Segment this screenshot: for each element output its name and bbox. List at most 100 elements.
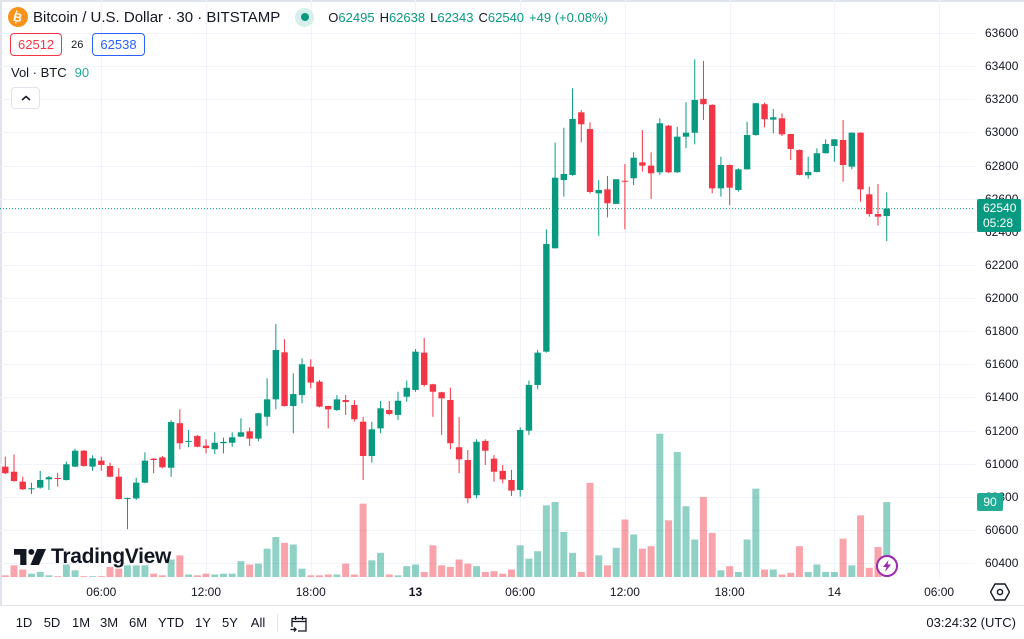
volume-bar — [298, 568, 306, 577]
ohlc-values: O 62495 H 62638 L 62343 C 62540 +49 (+0.… — [328, 10, 608, 25]
candle — [316, 379, 323, 408]
grid — [0, 0, 975, 578]
volume-bar — [350, 574, 358, 577]
price-axis-label: 62200 — [985, 257, 1019, 272]
time-axis-label: 18:00 — [295, 585, 326, 599]
volume-bar — [403, 566, 411, 577]
volume-bar — [455, 559, 463, 577]
volume-indicator-legend[interactable]: Vol · BTC 90 — [11, 64, 89, 80]
volume-bar — [560, 532, 568, 577]
collapse-legend-button[interactable] — [11, 87, 40, 109]
close-value: 62540 — [487, 9, 525, 25]
time-axis-label: 14 — [827, 585, 842, 599]
candle — [281, 339, 288, 407]
candle — [167, 420, 175, 477]
candle — [848, 132, 856, 170]
candle — [394, 391, 402, 421]
volume-bar — [219, 573, 227, 577]
price-chart-pane[interactable] — [0, 0, 975, 578]
candle — [150, 457, 157, 474]
volume-bar — [717, 570, 725, 577]
volume-bar — [438, 565, 446, 577]
candle — [499, 464, 506, 484]
range-button-ytd[interactable]: YTD — [158, 615, 184, 630]
candle — [237, 418, 245, 438]
volume-bar — [804, 572, 812, 577]
candle — [54, 472, 61, 487]
volume-value-tag: 90 — [977, 493, 1003, 511]
utc-clock[interactable]: 03:24:32 (UTC) — [926, 615, 1016, 630]
market-open-dot-icon[interactable] — [295, 7, 315, 27]
candle — [665, 124, 672, 173]
range-button-all[interactable]: All — [250, 615, 266, 630]
go-to-date-button[interactable] — [288, 612, 310, 634]
volume-bar — [787, 572, 795, 577]
volume-bar — [307, 575, 315, 577]
range-button-3m[interactable]: 3M — [99, 615, 119, 630]
candle — [185, 430, 192, 448]
candle — [866, 186, 873, 217]
symbol-title[interactable]: Bitcoin / U.S. Dollar · 30 · BITSTAMP — [33, 8, 281, 26]
time-axis-label: 13 — [408, 585, 423, 599]
candle — [159, 456, 166, 469]
volume-bar — [80, 576, 88, 577]
volume-bar — [89, 576, 97, 577]
price-axis-label: 63400 — [985, 59, 1019, 74]
candle — [246, 427, 253, 447]
candle — [482, 439, 489, 465]
buy-price-button[interactable]: 62538 — [92, 33, 145, 56]
volume-bar — [36, 572, 44, 577]
candle — [342, 395, 349, 415]
candle — [752, 102, 760, 136]
candle — [211, 432, 218, 455]
candle — [386, 401, 393, 416]
volume-bar — [54, 576, 62, 577]
time-axis[interactable]: 06:00 12:00 18:00 13 06:00 12:00 18:00 1… — [0, 578, 975, 605]
range-button-1d[interactable]: 1D — [15, 615, 33, 630]
candle — [674, 126, 681, 173]
price-axis-label: 63000 — [985, 125, 1019, 140]
volume-bar — [281, 542, 289, 577]
lightning-icon[interactable] — [876, 555, 898, 577]
candle — [708, 104, 716, 194]
sell-price-button[interactable]: 62512 — [10, 33, 63, 56]
volume-bar — [534, 551, 542, 577]
range-button-1y[interactable]: 1Y — [195, 615, 211, 630]
price-axis-label: 61600 — [985, 357, 1019, 372]
volume-bar — [45, 575, 53, 577]
candle — [604, 175, 611, 218]
volume-bar — [883, 502, 891, 577]
high-value: 62638 — [388, 9, 426, 25]
volume-bar — [289, 544, 297, 577]
candle — [770, 109, 777, 134]
volume-bar — [481, 572, 489, 577]
tradingview-logo[interactable]: TradingView — [14, 545, 171, 569]
volume-bar — [822, 572, 830, 577]
price-axis-label: 61400 — [985, 390, 1019, 405]
volume-bar — [516, 545, 524, 577]
volume-bar — [71, 570, 79, 577]
volume-bar — [19, 569, 27, 577]
chart-settings-button[interactable] — [989, 582, 1011, 602]
volume-bar — [132, 565, 140, 577]
price-axis[interactable]: 63600 63400 63200 63000 62800 62600 6240… — [975, 0, 1024, 578]
candle — [351, 400, 358, 422]
spread-value: 26 — [71, 38, 84, 51]
volume-bar — [647, 546, 655, 577]
range-button-6m[interactable]: 6M — [128, 615, 148, 630]
volume-bar — [272, 537, 280, 577]
range-button-5y[interactable]: 5Y — [222, 615, 238, 630]
volume-bar — [656, 433, 664, 577]
range-button-5d[interactable]: 5D — [43, 615, 61, 630]
volume-bar — [27, 573, 35, 577]
volume-bar — [342, 563, 350, 577]
price-axis-label: 62000 — [985, 291, 1019, 305]
time-axis-label: 12:00 — [609, 585, 640, 599]
range-button-1m[interactable]: 1M — [71, 615, 91, 630]
candle — [578, 110, 585, 143]
candle — [89, 455, 96, 471]
volume-bar — [254, 563, 262, 577]
candle — [647, 152, 655, 199]
volume-bar — [551, 502, 559, 577]
time-axis-label: 06:00 — [924, 585, 955, 599]
